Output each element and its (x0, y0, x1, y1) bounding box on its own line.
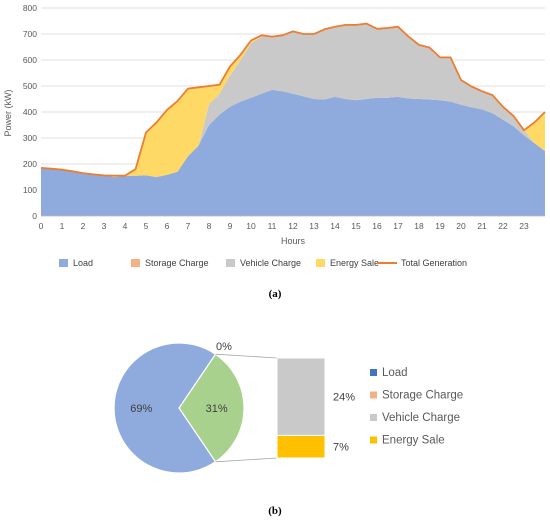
x-tick-label: 23 (519, 221, 529, 231)
connector-top (215, 353, 278, 359)
x-tick-label: 20 (456, 221, 466, 231)
legend-label-storage-charge: Storage Charge (382, 390, 463, 402)
legend-swatch (316, 259, 325, 267)
x-tick-label: 5 (144, 221, 149, 231)
x-tick-label: 14 (330, 221, 340, 231)
x-tick-label: 8 (207, 221, 212, 231)
y-tick-label: 0 (32, 211, 37, 221)
legend-label-load: Load (382, 367, 408, 379)
pie-to-bar-connectors (215, 353, 278, 463)
y-tick-label: 800 (23, 3, 37, 13)
x-tick-label: 4 (123, 221, 128, 231)
x-tick-label: 12 (288, 221, 298, 231)
x-tick-label: 9 (228, 221, 233, 231)
legend-panel-a: Load Storage Charge Vehicle Charge Energy S… (59, 258, 467, 268)
y-tick-labels: 0 100 200 300 400 500 600 700 800 (23, 3, 37, 221)
area-vehicle-charge (41, 23, 545, 177)
x-tick-label: 1 (60, 221, 65, 231)
legend-label-load: Load (73, 258, 93, 268)
x-tick-label: 3 (102, 221, 107, 231)
bar-label-energy-sale: 7% (333, 442, 349, 454)
stacked-bar (276, 357, 326, 459)
x-tick-label: 16 (372, 221, 382, 231)
legend-label-vehicle-charge: Vehicle Charge (382, 412, 460, 424)
legend-swatch (370, 391, 377, 399)
x-tick-label: 22 (498, 221, 508, 231)
y-tick-label: 700 (23, 29, 37, 39)
pie-slice-other (178, 353, 245, 463)
pie (113, 342, 245, 474)
legend-swatch (370, 436, 377, 444)
panel-b-bar-of-pie: 31% 69% 0% 24% 7% Load Storage Charge Vehicle … (113, 341, 463, 517)
legend-label-vehicle-charge: Vehicle Charge (240, 258, 301, 268)
bar-label-vehicle-charge: 24% (333, 392, 355, 404)
legend-label-energy-sale: Energy Sale (382, 435, 445, 447)
stacked-areas (41, 23, 545, 216)
x-tick-label: 21 (477, 221, 487, 231)
caption-a: (a) (269, 288, 282, 300)
x-tick-label: 0 (39, 221, 44, 231)
x-tick-label: 11 (268, 221, 277, 231)
legend-swatch (226, 259, 235, 267)
x-axis-title: Hours (281, 236, 306, 246)
bar-segment-vehicle-charge (276, 357, 326, 436)
bar-segment-energy-sale (276, 434, 326, 459)
caption-b: (b) (268, 505, 282, 517)
legend-swatch (131, 259, 140, 267)
x-tick-label: 17 (393, 221, 403, 231)
area-load (41, 89, 545, 216)
pie-slice-load (113, 342, 217, 474)
legend-swatch (370, 414, 377, 421)
data-labels: 31% 69% 0% 24% 7% (130, 341, 355, 454)
x-tick-labels: 0 1 2 3 4 5 6 7 8 9 10 11 12 13 14 15 16 17 18 19 20 21 22 23 (39, 221, 529, 231)
legend-panel-b: Load Storage Charge Vehicle Charge Energy S… (370, 367, 463, 447)
legend-swatch (59, 259, 68, 267)
total-generation-line (40, 22, 546, 177)
legend-label-total-generation: Total Generation (401, 258, 467, 268)
y-tick-label: 400 (23, 107, 37, 117)
x-tick-label: 7 (186, 221, 191, 231)
y-tick-label: 300 (23, 133, 37, 143)
connector-bottom (215, 457, 278, 463)
legend-label-energy-sale: Energy Sale (330, 258, 379, 268)
legend-swatch (370, 369, 377, 376)
x-tick-label: 13 (309, 221, 319, 231)
y-axis-title: Power (kW) (3, 89, 13, 136)
pie-label-load: 69% (130, 403, 152, 415)
y-tick-label: 200 (23, 159, 37, 169)
x-tick-label: 2 (81, 221, 86, 231)
legend-label-storage-charge: Storage Charge (145, 258, 209, 268)
y-tick-label: 600 (23, 55, 37, 65)
x-tick-label: 19 (435, 221, 445, 231)
pie-label-other: 31% (206, 403, 228, 415)
y-tick-label: 500 (23, 81, 37, 91)
x-tick-label: 18 (414, 221, 424, 231)
x-tick-label: 15 (351, 221, 361, 231)
pie-label-storage-charge: 0% (216, 341, 232, 353)
y-tick-label: 100 (23, 185, 37, 195)
line-total-generation (40, 22, 546, 177)
x-tick-label: 6 (165, 221, 170, 231)
x-tick-label: 10 (246, 221, 256, 231)
area-energy-sale (41, 23, 545, 177)
